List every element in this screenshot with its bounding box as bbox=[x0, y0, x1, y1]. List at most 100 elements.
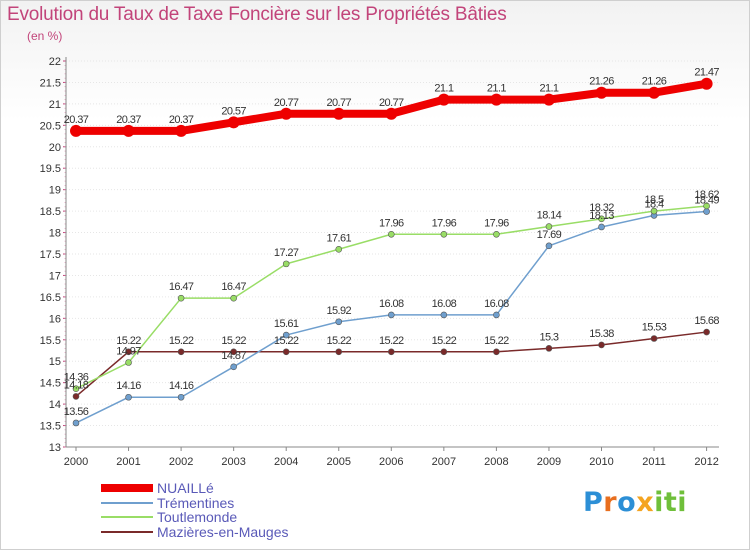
x-tick-label: 2010 bbox=[589, 456, 613, 468]
y-tick-label: 19 bbox=[49, 185, 61, 197]
data-label: 14.16 bbox=[116, 380, 141, 392]
data-label: 16.08 bbox=[432, 298, 457, 310]
legend: NUAILLé Trémentines Toutlemonde Mazières-en… bbox=[101, 481, 289, 539]
y-tick-label: 15.5 bbox=[40, 335, 61, 347]
legend-item: Trémentines bbox=[101, 496, 289, 511]
data-point bbox=[440, 230, 448, 238]
y-tick-label: 14.5 bbox=[40, 378, 61, 390]
x-tick-label: 2011 bbox=[642, 456, 666, 468]
data-label: 15.22 bbox=[116, 335, 141, 347]
legend-swatch bbox=[101, 484, 153, 493]
data-point bbox=[72, 393, 80, 400]
x-tick-label: 2009 bbox=[537, 456, 561, 468]
data-point bbox=[700, 77, 713, 90]
data-point bbox=[177, 348, 185, 356]
x-tick-label: 2004 bbox=[274, 456, 298, 468]
data-point bbox=[595, 86, 608, 99]
data-label: 14.97 bbox=[116, 346, 141, 358]
data-label: 15.92 bbox=[326, 305, 351, 317]
data-label: 20.57 bbox=[221, 105, 246, 117]
data-label: 15.22 bbox=[274, 335, 299, 347]
data-point bbox=[437, 93, 450, 106]
x-tick-label: 2000 bbox=[64, 456, 88, 468]
data-point bbox=[598, 215, 605, 223]
data-point bbox=[177, 393, 185, 401]
data-label: 17.27 bbox=[274, 247, 299, 259]
data-label: 18.32 bbox=[589, 202, 614, 214]
data-point bbox=[440, 348, 448, 356]
data-point bbox=[282, 260, 290, 268]
legend-item: Mazières-en-Mauges bbox=[101, 525, 289, 540]
data-point bbox=[125, 393, 132, 401]
data-point bbox=[493, 230, 500, 238]
data-label: 17.61 bbox=[326, 232, 351, 244]
data-point bbox=[177, 294, 185, 302]
data-point bbox=[282, 348, 290, 356]
x-tick-label: 2007 bbox=[432, 456, 456, 468]
data-point bbox=[650, 335, 658, 342]
data-label: 18.13 bbox=[589, 210, 614, 222]
data-label: 16.08 bbox=[379, 298, 404, 310]
data-point bbox=[122, 124, 135, 137]
data-point bbox=[335, 318, 343, 326]
data-label: 14.16 bbox=[169, 380, 194, 392]
data-point bbox=[332, 107, 345, 120]
data-label: 16.47 bbox=[221, 281, 246, 293]
data-point bbox=[335, 245, 343, 253]
data-label: 20.37 bbox=[64, 114, 89, 126]
logo-letter: o bbox=[617, 487, 637, 518]
legend-label: Toutlemonde bbox=[157, 509, 238, 526]
data-label: 21.26 bbox=[642, 76, 667, 88]
data-point bbox=[440, 311, 448, 319]
data-label: 15.3 bbox=[539, 331, 558, 343]
data-point bbox=[125, 359, 132, 366]
data-label: 20.77 bbox=[379, 97, 404, 109]
data-label: 20.37 bbox=[116, 114, 141, 126]
y-tick-label: 21 bbox=[49, 99, 61, 111]
data-point bbox=[493, 311, 500, 319]
data-point bbox=[545, 223, 553, 230]
data-point bbox=[387, 311, 395, 319]
data-point bbox=[72, 385, 80, 392]
data-point bbox=[230, 363, 237, 371]
y-tick-label: 13.5 bbox=[40, 421, 61, 433]
data-label: 15.38 bbox=[589, 328, 614, 340]
data-point bbox=[387, 348, 395, 356]
data-point bbox=[230, 294, 237, 302]
data-point bbox=[387, 230, 395, 238]
data-point bbox=[703, 328, 710, 336]
data-label: 21.26 bbox=[589, 76, 614, 88]
data-label: 17.69 bbox=[537, 229, 562, 241]
x-tick-label: 2005 bbox=[327, 456, 351, 468]
data-label: 18.14 bbox=[537, 210, 562, 222]
logo-letter: P bbox=[583, 487, 604, 518]
data-label: 20.77 bbox=[326, 97, 351, 109]
chart-title: Evolution du Taux de Taxe Foncière sur l… bbox=[7, 4, 507, 25]
data-label: 13.56 bbox=[64, 406, 89, 418]
x-tick-label: 2003 bbox=[221, 456, 245, 468]
data-label: 20.77 bbox=[274, 97, 299, 109]
data-label: 18.62 bbox=[694, 189, 719, 201]
data-label: 15.22 bbox=[221, 335, 246, 347]
data-point bbox=[230, 348, 237, 356]
legend-swatch bbox=[101, 516, 153, 519]
y-tick-label: 22 bbox=[49, 56, 61, 68]
logo-letter: x bbox=[636, 487, 655, 518]
data-label: 16.47 bbox=[169, 281, 194, 293]
data-label: 15.22 bbox=[432, 335, 457, 347]
data-point bbox=[227, 116, 240, 129]
data-point bbox=[175, 124, 188, 137]
data-label: 15.22 bbox=[326, 335, 351, 347]
y-tick-label: 14 bbox=[49, 399, 61, 411]
data-point bbox=[72, 419, 80, 427]
data-label: 17.96 bbox=[379, 217, 404, 229]
data-label: 20.37 bbox=[169, 114, 194, 126]
logo-letter: t bbox=[663, 487, 678, 518]
data-label: 15.22 bbox=[169, 335, 194, 347]
legend-label: Mazières-en-Mauges bbox=[157, 523, 289, 540]
x-tick-label: 2012 bbox=[694, 456, 718, 468]
data-point bbox=[703, 208, 710, 215]
data-point bbox=[545, 345, 553, 352]
